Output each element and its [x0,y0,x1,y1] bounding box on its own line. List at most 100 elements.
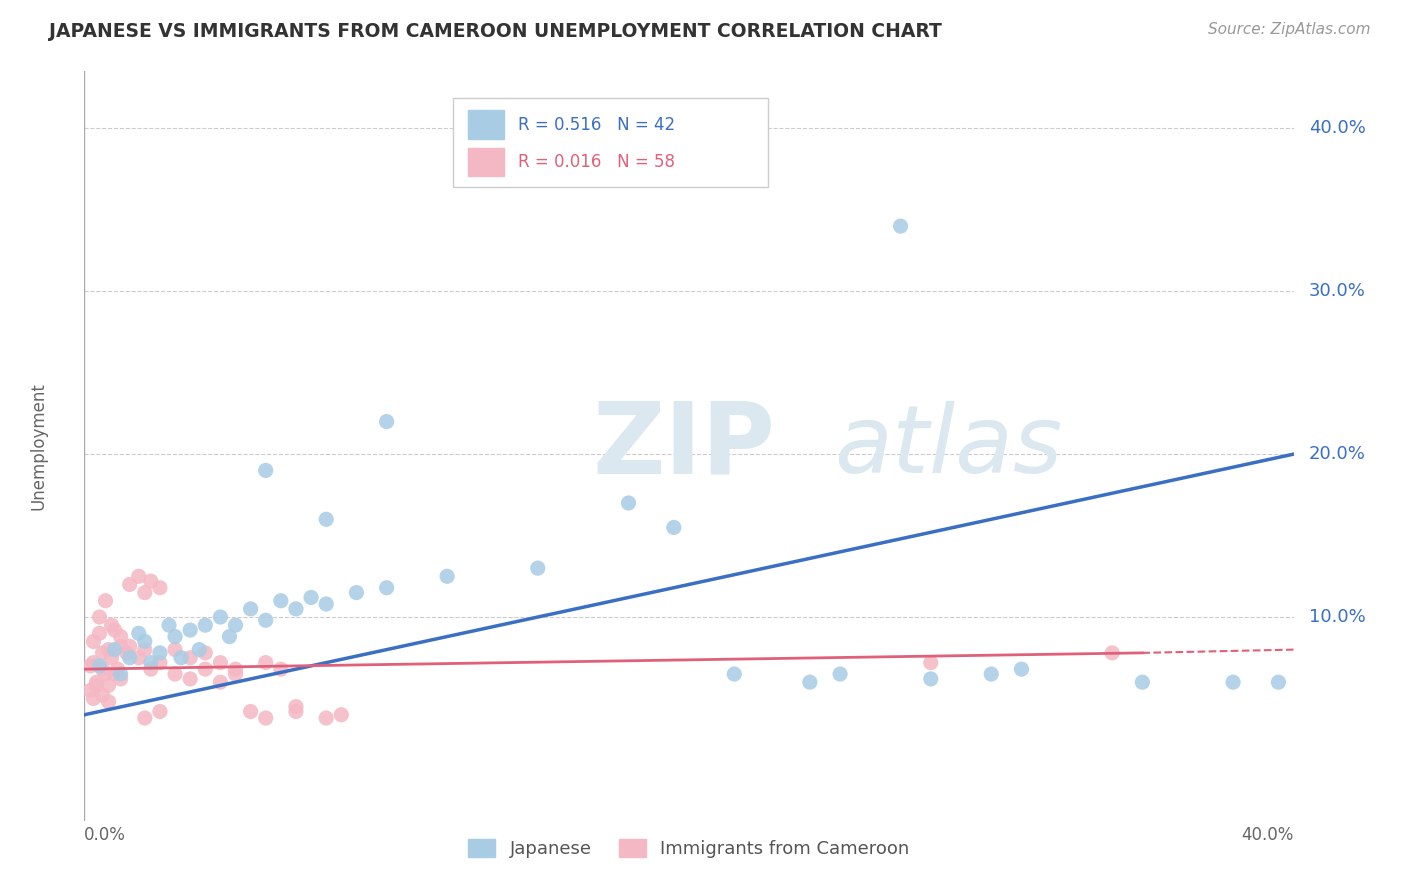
Point [107,662,129,676]
Point [225,618,247,632]
Point [165,642,187,657]
Point [239,602,262,616]
Point [94,667,117,681]
Point [118,577,141,591]
Point [1267,675,1289,690]
Point [285,705,308,719]
Point [89,659,111,673]
Point [179,623,201,637]
Text: R = 0.016   N = 58: R = 0.016 N = 58 [519,153,675,171]
Point [115,646,138,660]
Point [110,667,132,681]
Point [375,415,398,429]
Point [89,626,111,640]
Point [920,672,942,686]
Point [165,630,187,644]
Point [91,646,114,660]
Text: Source: ZipAtlas.com: Source: ZipAtlas.com [1208,22,1371,37]
Point [723,667,745,681]
Point [194,618,217,632]
Point [79,683,101,698]
Point [104,667,127,681]
Point [920,656,942,670]
Point [91,688,114,702]
Point [254,463,277,477]
Point [134,711,156,725]
Point [662,520,685,534]
Point [110,672,132,686]
Point [89,610,111,624]
Point [188,642,211,657]
Point [285,602,308,616]
Point [86,678,108,692]
Point [149,705,172,719]
Point [209,610,232,624]
Point [118,640,141,654]
Point [97,695,120,709]
Point [82,691,104,706]
Point [527,561,550,575]
Point [134,642,156,657]
Point [149,656,172,670]
Point [79,659,101,673]
Point [1130,675,1153,690]
Point [110,630,132,644]
Point [179,672,201,686]
FancyBboxPatch shape [453,97,768,187]
Point [134,585,156,599]
Point [100,618,122,632]
Point [134,634,156,648]
Point [375,581,398,595]
Text: 40.0%: 40.0% [1309,120,1365,137]
Bar [468,148,503,177]
Point [97,678,120,692]
Point [139,656,162,670]
Point [104,623,127,637]
Legend: Japanese, Immigrants from Cameroon: Japanese, Immigrants from Cameroon [461,831,917,865]
Text: JAPANESE VS IMMIGRANTS FROM CAMEROON UNEMPLOYMENT CORRELATION CHART: JAPANESE VS IMMIGRANTS FROM CAMEROON UNE… [49,22,942,41]
Point [285,699,308,714]
Point [128,569,150,583]
Point [1101,646,1123,660]
Point [270,593,292,607]
Point [86,675,108,690]
Text: 0.0%: 0.0% [84,825,127,844]
Point [139,662,162,676]
Point [165,667,187,681]
Bar [468,111,503,139]
Point [218,630,240,644]
Point [270,662,292,676]
Point [97,642,120,657]
Point [330,707,353,722]
Text: 20.0%: 20.0% [1309,445,1365,463]
Point [225,667,247,681]
Point [128,626,150,640]
Point [254,656,277,670]
Text: 10.0%: 10.0% [1309,608,1365,626]
Point [128,650,150,665]
Point [315,512,337,526]
Point [149,581,172,595]
Point [94,593,117,607]
Point [139,574,162,589]
Point [149,646,172,660]
Point [436,569,458,583]
Point [346,585,368,599]
Point [299,591,322,605]
Point [254,613,277,627]
Point [82,656,104,670]
Text: Unemployment: Unemployment [30,382,48,510]
Point [315,597,337,611]
Point [100,650,122,665]
Point [617,496,640,510]
Point [254,711,277,725]
Point [110,640,132,654]
Text: atlas: atlas [834,401,1063,491]
Point [170,650,193,665]
Point [799,675,821,690]
Point [315,711,337,725]
Point [890,219,912,233]
Text: R = 0.516   N = 42: R = 0.516 N = 42 [519,116,675,134]
Point [118,650,141,665]
Point [82,634,104,648]
